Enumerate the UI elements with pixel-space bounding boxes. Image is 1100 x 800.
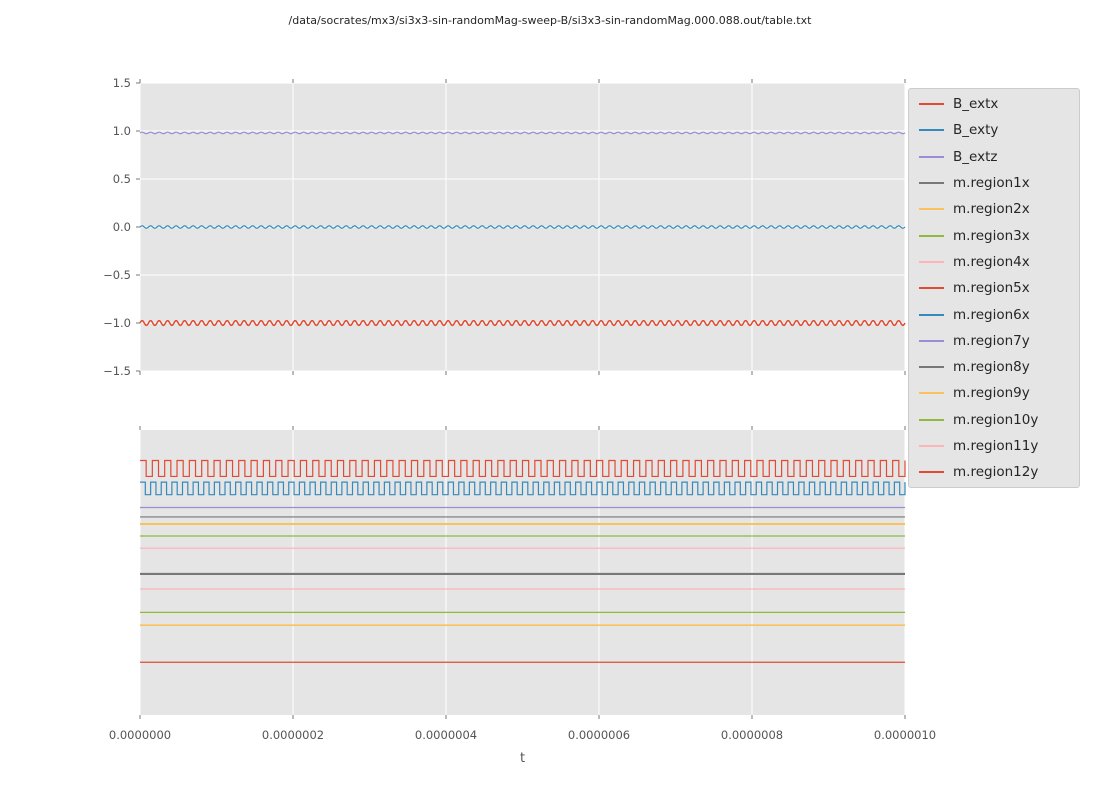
y-tick-label: 1.0 xyxy=(112,124,131,138)
legend-line-swatch xyxy=(919,287,944,290)
legend-item-m.region1x: m.region1x xyxy=(919,170,1069,196)
y-tick-label: 1.5 xyxy=(112,76,131,90)
x-tick-label: 0.0000004 xyxy=(414,728,478,742)
legend-item-label: m.region1x xyxy=(953,175,1030,192)
legend-line-swatch xyxy=(919,418,944,421)
legend-item-m.region7y: m.region7y xyxy=(919,328,1069,354)
legend-item-m.region2x: m.region2x xyxy=(919,196,1069,222)
legend-item-label: m.region3x xyxy=(953,227,1030,244)
legend-item-label: m.region9y xyxy=(953,385,1030,402)
legend-item-label: m.region7y xyxy=(953,332,1030,349)
legend-item-m.region3x: m.region3x xyxy=(919,222,1069,248)
legend-line-swatch xyxy=(919,208,944,211)
legend-item-m.region5x: m.region5x xyxy=(919,275,1069,301)
legend-line-swatch xyxy=(919,234,944,237)
x-tick-label: 0.0000002 xyxy=(261,728,325,742)
x-tick-label: 0.0000006 xyxy=(567,728,631,742)
series-m.region5x xyxy=(140,459,906,478)
legend-item-label: m.region12y xyxy=(953,464,1039,481)
figure-title: /data/socrates/mx3/si3x3-sin-randomMag-s… xyxy=(288,14,812,27)
legend-item-label: B_extz xyxy=(953,148,998,165)
series-B_exty xyxy=(139,225,906,229)
legend-item-m.region8y: m.region8y xyxy=(919,354,1069,380)
legend-line-swatch xyxy=(919,103,944,106)
x-tick-label: 0.0000008 xyxy=(720,728,784,742)
legend-item-label: m.region8y xyxy=(953,359,1030,376)
legend: B_extx B_exty B_extz m.region1x m.region2x m.… xyxy=(908,88,1080,489)
legend-item-B_extx: B_extx xyxy=(919,91,1069,117)
legend-item-label: m.region11y xyxy=(953,438,1039,454)
series-m.region6x xyxy=(140,481,906,496)
legend-line-swatch xyxy=(919,313,944,316)
legend-line-swatch xyxy=(919,471,944,474)
legend-line-swatch xyxy=(919,339,944,342)
series-B_extx xyxy=(139,319,906,327)
x-tick-label: 0.0000000 xyxy=(108,728,172,742)
legend-item-m.region6x: m.region6x xyxy=(919,301,1069,327)
legend-item-label: m.region10y xyxy=(953,411,1039,428)
y-tick-label: −1.0 xyxy=(103,316,131,330)
legend-line-swatch xyxy=(919,260,944,263)
legend-item-label: m.region6x xyxy=(953,306,1030,323)
legend-item-label: B_extx xyxy=(953,96,999,113)
legend-item-B_exty: B_exty xyxy=(919,117,1069,143)
legend-item-label: m.region2x xyxy=(953,201,1030,218)
legend-item-m.region9y: m.region9y xyxy=(919,380,1069,406)
legend-item-m.region11y: m.region11y xyxy=(919,433,1069,459)
legend-line-swatch xyxy=(919,155,944,158)
y-tick-label: 0.5 xyxy=(112,172,131,186)
legend-line-swatch xyxy=(919,366,944,369)
x-axis-label: t xyxy=(519,751,526,766)
legend-item-B_extz: B_extz xyxy=(919,144,1069,170)
y-tick-label: 0.0 xyxy=(112,220,131,234)
series-B_extz xyxy=(139,131,906,135)
legend-item-m.region4x: m.region4x xyxy=(919,249,1069,275)
y-tick-label: −1.5 xyxy=(103,364,131,378)
x-tick-label: 0.0000010 xyxy=(873,728,937,742)
legend-line-swatch xyxy=(919,392,944,395)
legend-item-label: B_exty xyxy=(953,122,999,139)
legend-line-swatch xyxy=(919,445,944,447)
legend-item-m.region12y: m.region12y xyxy=(919,459,1069,485)
plot-area xyxy=(140,430,905,715)
legend-item-label: m.region4x xyxy=(953,253,1030,270)
legend-item-label: m.region5x xyxy=(953,280,1030,297)
legend-item-m.region10y: m.region10y xyxy=(919,407,1069,433)
legend-line-swatch xyxy=(919,182,944,185)
legend-line-swatch xyxy=(919,129,944,132)
y-tick-label: −0.5 xyxy=(103,268,131,282)
